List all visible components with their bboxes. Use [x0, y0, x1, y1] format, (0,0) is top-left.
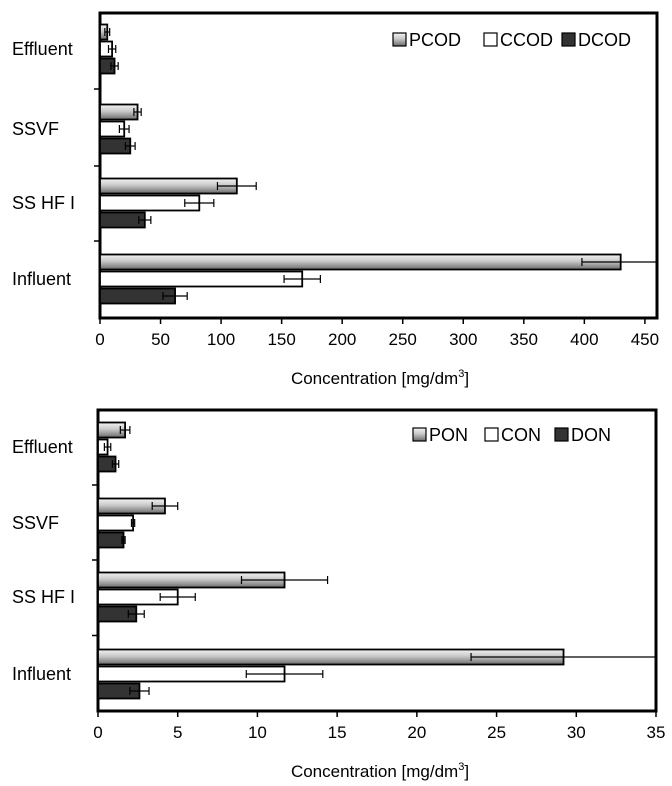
x-tick-label: 250	[389, 330, 417, 349]
category-label-effluent: Effluent	[12, 437, 73, 457]
x-tick-label: 0	[93, 723, 102, 742]
x-tick-label: 25	[487, 723, 506, 742]
legend-label-pcod: PCOD	[409, 30, 461, 50]
legend-label-don: DON	[571, 425, 611, 445]
legend-label-dcod: DCOD	[578, 30, 631, 50]
legend-swatch-ccod	[483, 32, 498, 47]
x-tick-label: 150	[267, 330, 295, 349]
category-label-ss-hf-i: SS HF I	[12, 193, 75, 213]
category-label-influent: Influent	[12, 664, 71, 684]
legend-swatch-pon	[412, 427, 427, 442]
cod-chart: 0 50 100 150 200 250 300 350 400 450 Effluent SSVF S…	[12, 11, 659, 388]
nitrogen-chart: 0 5 10 15 20 25 30 35 Effluent SSVF SS HF I Influen…	[12, 408, 666, 781]
category-label-ss-hf-i: SS HF I	[12, 587, 75, 607]
x-tick-label: 30	[567, 723, 586, 742]
legend-swatch-pcod	[392, 32, 407, 47]
category-label-influent: Influent	[12, 269, 71, 289]
x-tick-label: 0	[95, 330, 104, 349]
category-label-ssvf: SSVF	[12, 119, 59, 139]
x-tick-label: 5	[173, 723, 182, 742]
x-tick-label: 50	[151, 330, 170, 349]
legend-swatch-don	[554, 427, 569, 442]
x-tick-label: 200	[328, 330, 356, 349]
legend-label-pon: PON	[429, 425, 468, 445]
bar-con-ssvf	[97, 514, 134, 532]
x-tick-label: 20	[407, 723, 426, 742]
bar-dcod-ss-hf-i	[99, 211, 146, 229]
legend-swatch-dcod	[561, 32, 576, 47]
legend-label-con: CON	[501, 425, 541, 445]
x-tick-label: 300	[449, 330, 477, 349]
legend-label-ccod: CCOD	[500, 30, 553, 50]
category-label-ssvf: SSVF	[12, 513, 59, 533]
x-axis-title: Concentration [mg/dm3]	[291, 368, 469, 388]
bar-pcod-influent	[99, 253, 622, 271]
x-axis-title: Concentration [mg/dm3]	[291, 761, 469, 781]
x-tick-label: 100	[207, 330, 235, 349]
bar-pcod-ss-hf-i	[99, 177, 238, 195]
legend-swatch-con	[484, 427, 499, 442]
x-tick-label: 10	[248, 723, 267, 742]
bar-ccod-influent	[99, 270, 304, 288]
x-tick-label: 400	[570, 330, 598, 349]
x-tick-label: 450	[631, 330, 659, 349]
x-tick-label: 35	[647, 723, 666, 742]
category-label-effluent: Effluent	[12, 39, 73, 59]
bar-don-ssvf	[97, 531, 125, 549]
bar-pcod-ssvf	[99, 103, 139, 121]
x-tick-label: 350	[510, 330, 538, 349]
x-tick-label: 15	[328, 723, 347, 742]
